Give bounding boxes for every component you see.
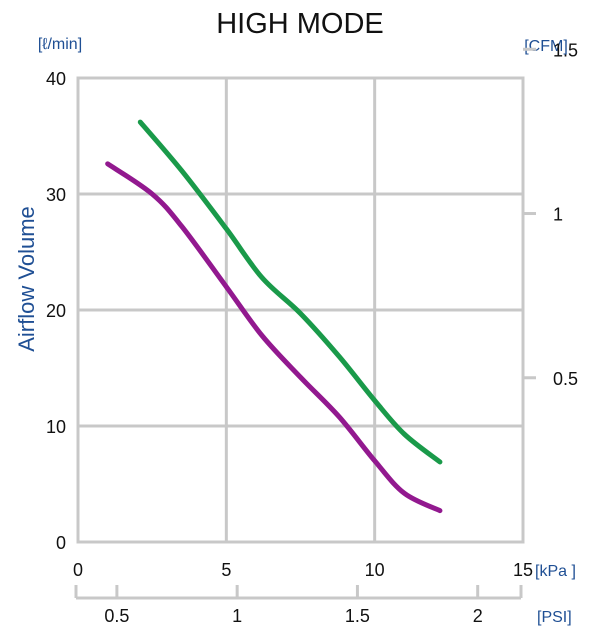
right-tick-label-0: 0.5 — [553, 369, 578, 389]
left-unit-label: [ℓ/min] — [38, 36, 82, 53]
bottom-tick-label-2: 10 — [365, 560, 385, 580]
psi-tick-label-0: 0.5 — [104, 606, 129, 626]
bottom-tick-label-3: 15 — [513, 560, 533, 580]
y-axis-title: Airflow Volume — [14, 206, 39, 352]
right-tick-label-2: 1.5 — [553, 40, 578, 60]
left-tick-label-0: 0 — [56, 533, 66, 553]
bottom-tick-label-1: 5 — [221, 560, 231, 580]
plot-frame — [76, 76, 525, 544]
left-tick-label-2: 20 — [46, 301, 66, 321]
chart-title: HIGH MODE — [216, 8, 384, 40]
right-axis: 0.511.522.5 — [523, 40, 578, 389]
bottom-unit-label: [kPa ] — [535, 563, 576, 580]
tick-layer: 0 10 20 30 40 0 5 10 15 — [46, 69, 533, 580]
psi-tick-label-2: 1.5 — [345, 606, 370, 626]
plot-border — [76, 76, 525, 544]
left-tick-label-3: 30 — [46, 185, 66, 205]
psi-tick-label-1: 1 — [232, 606, 242, 626]
series-line-1 — [105, 161, 443, 514]
series-layer — [105, 119, 443, 514]
right-tick-label-1: 1 — [553, 205, 563, 225]
psi-unit-label: [PSI] — [537, 609, 572, 626]
left-tick-label-4: 40 — [46, 69, 66, 89]
psi-axis: 0.5 1 1.5 2 — [74, 585, 523, 626]
left-tick-label-1: 10 — [46, 417, 66, 437]
psi-tick-label-3: 2 — [473, 606, 483, 626]
series-line-0 — [137, 119, 443, 465]
bottom-tick-label-0: 0 — [73, 560, 83, 580]
